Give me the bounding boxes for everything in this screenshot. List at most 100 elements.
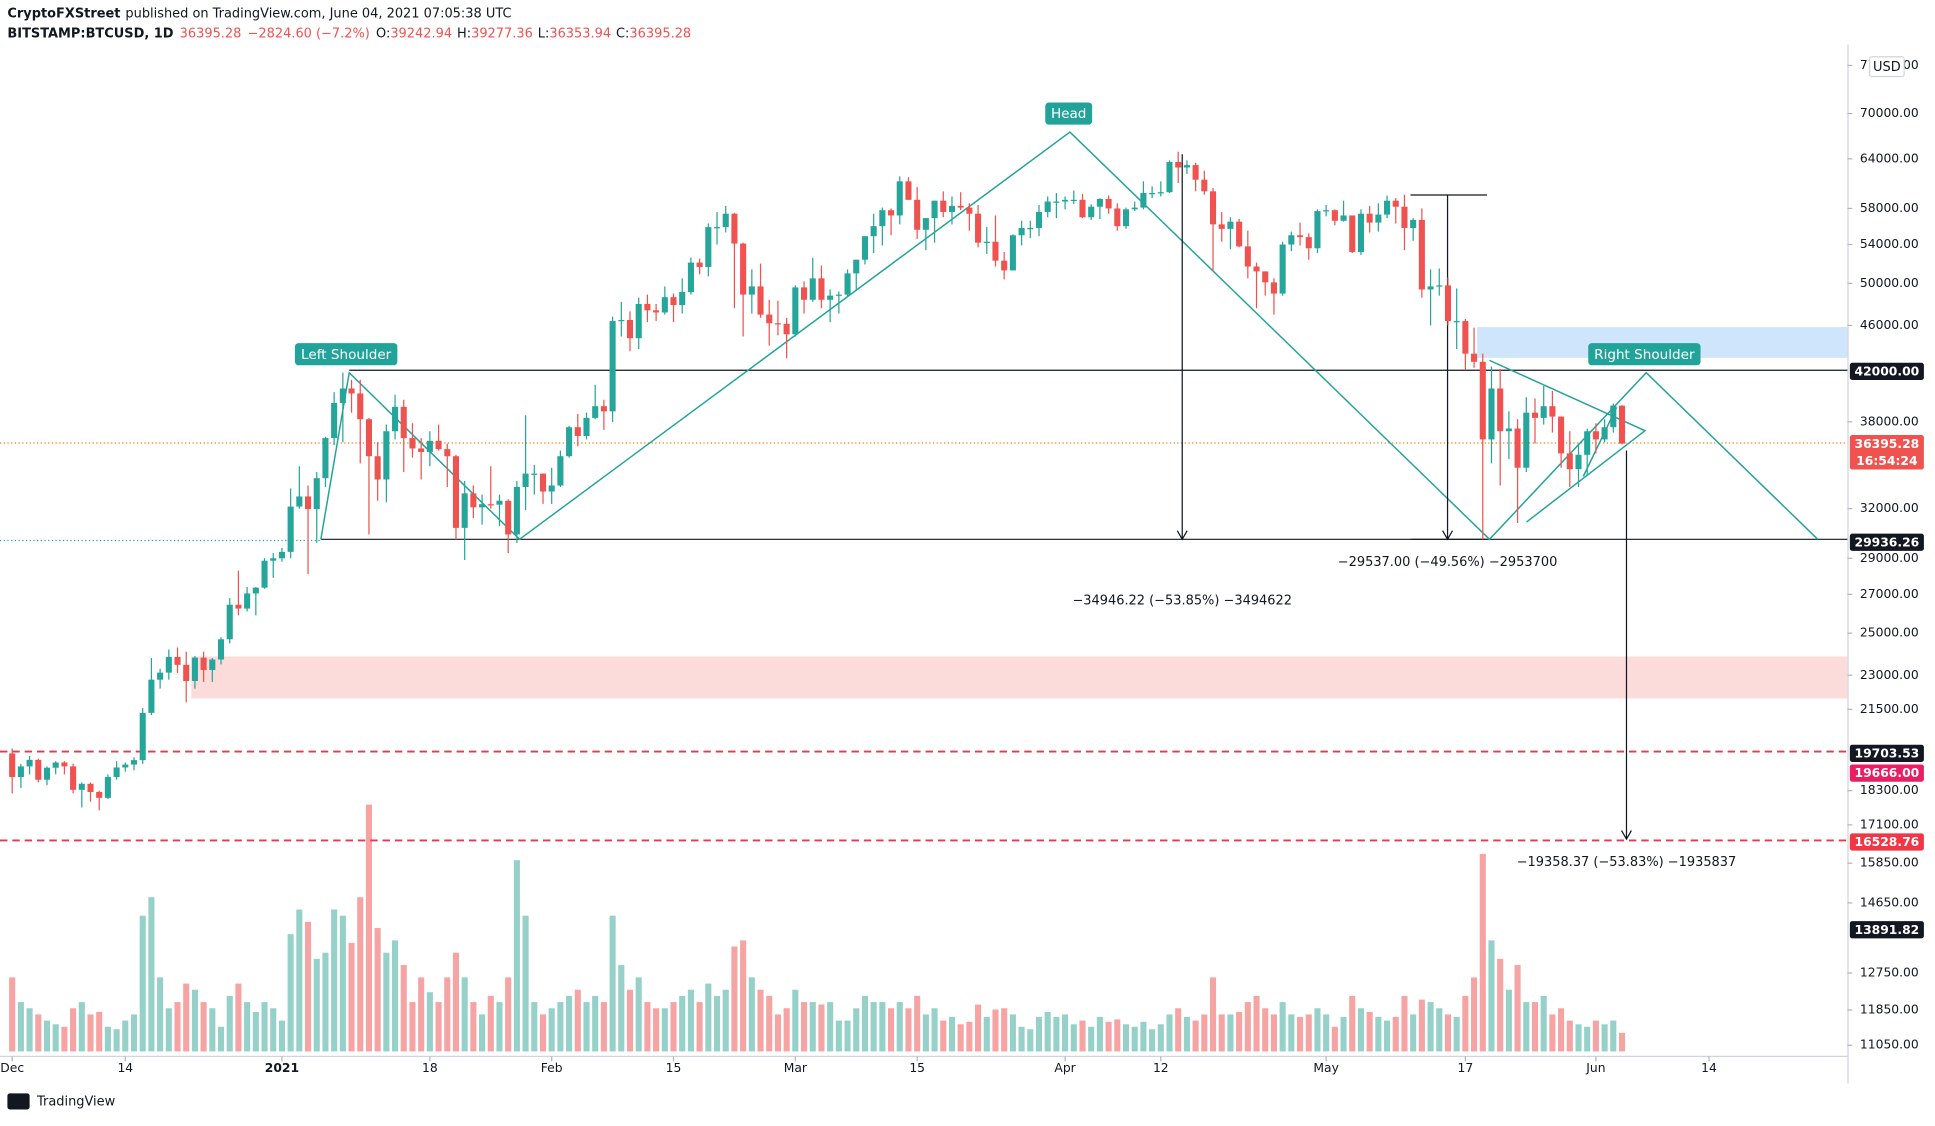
volume-bar	[983, 1016, 990, 1052]
volume-bar	[679, 995, 686, 1052]
volume-bar	[1357, 1008, 1364, 1052]
candle-body	[104, 777, 111, 798]
candle-body	[1357, 213, 1364, 253]
volume-bar	[1418, 999, 1425, 1052]
volume-bar	[1314, 1008, 1321, 1052]
y-tick-label: 11050.00	[1860, 1038, 1919, 1052]
annotation: Left Shoulder	[301, 347, 392, 363]
candle-body	[165, 656, 172, 673]
candle-body	[270, 558, 277, 561]
volume-bar	[1236, 1011, 1243, 1052]
annotation-box	[294, 343, 398, 366]
watermark[interactable]: TradingView	[36, 1095, 116, 1110]
candle-body	[1418, 219, 1425, 290]
candle-body	[1088, 206, 1095, 218]
volume-bar	[1027, 1029, 1034, 1052]
volume-bar	[270, 1008, 277, 1052]
x-tick-label: 12	[1153, 1061, 1169, 1075]
candle-body	[365, 419, 372, 457]
y-tick-label: 64000.00	[1860, 151, 1919, 165]
volume-bar	[870, 1002, 877, 1052]
volume-bar	[1114, 1019, 1121, 1052]
x-tick-label: 17	[1458, 1061, 1474, 1075]
candle-body	[226, 604, 233, 640]
candle-body	[409, 438, 416, 449]
volume-bar	[992, 1009, 999, 1052]
volume-bar	[774, 1014, 781, 1052]
volume-bar	[1166, 1014, 1173, 1052]
x-tick-label: 15	[666, 1061, 682, 1075]
candle-body	[1009, 235, 1016, 271]
candle-body	[26, 759, 33, 767]
price-tag	[1849, 833, 1924, 851]
h-label: H:	[457, 26, 471, 41]
candle-body	[452, 456, 460, 528]
volume-bar	[966, 1021, 973, 1052]
volume-bar	[1296, 1016, 1304, 1052]
candle-body	[174, 656, 181, 665]
drawings	[0, 131, 1848, 842]
candle-body	[52, 762, 59, 768]
logo	[7, 1093, 30, 1110]
candle-body	[461, 493, 468, 528]
candle-body	[1453, 321, 1460, 323]
y-tick-label: 18300.00	[1860, 783, 1919, 797]
support-zone	[191, 656, 1848, 699]
candle-body	[670, 297, 677, 306]
volume-bar	[113, 1029, 120, 1052]
volume-bar	[1227, 1014, 1234, 1052]
y-tick-label: 12750.00	[1860, 966, 1919, 980]
x-tick-label: Feb	[541, 1061, 563, 1075]
price-tag-label: 36395.28	[1855, 437, 1920, 451]
candle-body	[626, 319, 634, 339]
x-tick-label: 14	[1701, 1061, 1717, 1075]
annotation: Head	[1051, 106, 1086, 122]
price-tag	[1849, 435, 1924, 470]
candle-body	[818, 278, 825, 300]
x-tick-label: 18	[422, 1061, 438, 1075]
volume-bar	[444, 977, 451, 1052]
volume-bar	[1192, 1020, 1199, 1052]
candle-body	[1027, 227, 1034, 230]
candle-body	[1001, 260, 1008, 271]
candle-body	[200, 657, 207, 671]
currency-box[interactable]	[1868, 56, 1905, 78]
pattern-lines	[320, 131, 1819, 541]
candles	[9, 151, 1626, 811]
volume-bar	[87, 1014, 94, 1052]
volume-bar	[496, 1002, 503, 1052]
volume-bar	[479, 1014, 486, 1052]
candle-body	[705, 227, 712, 267]
price-tag-label: 19666.00	[1855, 766, 1920, 780]
x-tick-label: 2021	[265, 1061, 299, 1075]
candle-body	[1488, 388, 1495, 440]
candle-body	[1505, 428, 1512, 432]
y-tick-label: 14650.00	[1860, 895, 1919, 909]
volume-layer	[9, 804, 1626, 1052]
low-value: 36353.94	[549, 26, 611, 41]
candle-body	[1584, 431, 1591, 455]
candle-body	[148, 679, 155, 713]
candle-body	[609, 321, 616, 412]
candle-body	[653, 310, 660, 313]
candle-body	[9, 753, 16, 778]
candle-body	[975, 213, 982, 243]
candle-body	[70, 766, 77, 790]
volume-bar	[1514, 965, 1521, 1052]
candle-body	[113, 767, 120, 778]
candle-body	[1566, 453, 1573, 470]
candle-body	[1340, 215, 1347, 221]
y-tick-label: 15850.00	[1860, 856, 1919, 870]
volume-bar	[1392, 1016, 1399, 1052]
candle-body	[592, 406, 599, 418]
candle-body	[157, 672, 164, 680]
price-tag-label: 13891.82	[1855, 923, 1920, 937]
candle-body	[1592, 431, 1599, 440]
volume-bar	[1140, 1021, 1147, 1052]
volume-bar	[792, 989, 799, 1052]
candle-body	[496, 500, 503, 505]
volume-bar	[1270, 1014, 1277, 1052]
author: CryptoFXStreet	[7, 6, 120, 21]
measure-arrow	[1621, 450, 1632, 841]
volume-bar	[1209, 977, 1217, 1052]
